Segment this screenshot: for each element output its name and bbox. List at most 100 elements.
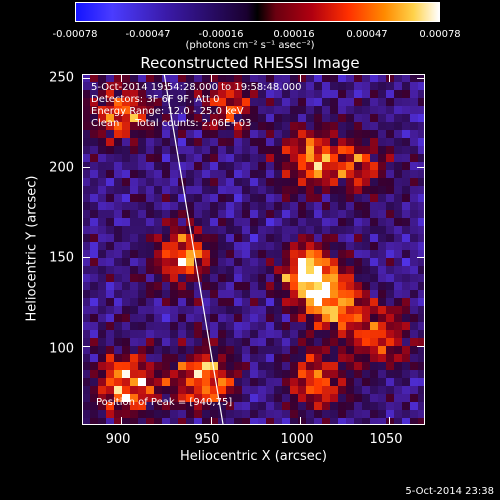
heatmap-cell: [258, 250, 267, 259]
heatmap-cell: [274, 346, 283, 355]
heatmap-cell: [162, 370, 171, 379]
heatmap-cell: [258, 114, 267, 123]
heatmap-cell: [234, 274, 243, 283]
heatmap-cell: [194, 226, 203, 235]
heatmap-cell: [186, 114, 195, 123]
heatmap-cell: [290, 202, 299, 211]
heatmap-cell: [242, 298, 251, 307]
heatmap-cell: [122, 290, 131, 299]
heatmap-cell: [354, 314, 363, 323]
heatmap-cell: [378, 266, 387, 275]
heatmap-cell: [306, 410, 315, 419]
heatmap-cell: [106, 370, 115, 379]
heatmap-cell: [410, 298, 419, 307]
heatmap-cell: [210, 338, 219, 347]
heatmap-cell: [362, 282, 371, 291]
heatmap-cell: [346, 210, 355, 219]
heatmap-cell: [330, 298, 339, 307]
heatmap-cell: [282, 370, 291, 379]
heatmap-cell: [346, 162, 355, 171]
heatmap-cell: [82, 402, 91, 411]
heatmap-cell: [90, 418, 99, 425]
heatmap-cell: [130, 138, 139, 147]
heatmap-cell: [402, 138, 411, 147]
heatmap-cell: [298, 330, 307, 339]
heatmap-cell: [330, 250, 339, 259]
heatmap-cell: [266, 274, 275, 283]
heatmap-cell: [410, 330, 419, 339]
heatmap-cell: [298, 242, 307, 251]
heatmap-cell: [386, 82, 395, 91]
heatmap-cell: [82, 354, 91, 363]
heatmap-cell: [162, 418, 171, 425]
heatmap-cell: [146, 402, 155, 411]
heatmap-cell: [98, 114, 107, 123]
heatmap-cell: [210, 306, 219, 315]
heatmap-cell: [370, 146, 379, 155]
heatmap-cell: [218, 162, 227, 171]
heatmap-cell: [386, 290, 395, 299]
heatmap-cell: [282, 282, 291, 291]
heatmap-cell: [234, 290, 243, 299]
heatmap-cell: [130, 394, 139, 403]
heatmap-cell: [330, 146, 339, 155]
heatmap-cell: [90, 210, 99, 219]
heatmap-cell: [242, 242, 251, 251]
heatmap-cell: [178, 154, 187, 163]
heatmap-cell: [386, 378, 395, 387]
heatmap-cell: [194, 370, 203, 379]
heatmap-cell: [418, 146, 425, 155]
heatmap-cell: [346, 314, 355, 323]
heatmap-cell: [418, 410, 425, 419]
heatmap-cell: [290, 362, 299, 371]
heatmap-cell: [90, 98, 99, 107]
heatmap-cell: [258, 362, 267, 371]
heatmap-cell: [98, 226, 107, 235]
heatmap-cell: [378, 370, 387, 379]
heatmap-cell: [106, 314, 115, 323]
heatmap-cell: [394, 338, 403, 347]
heatmap-cell: [298, 218, 307, 227]
heatmap-cell: [282, 258, 291, 267]
time-range-annotation: 5-Oct-2014 19:54:28.000 to 19:58:48.000: [91, 82, 302, 93]
heatmap-cell: [370, 290, 379, 299]
heatmap-cell: [378, 226, 387, 235]
heatmap-cell: [146, 386, 155, 395]
heatmap-cell: [202, 226, 211, 235]
heatmap-cell: [258, 226, 267, 235]
heatmap-cell: [130, 218, 139, 227]
heatmap-cell: [266, 154, 275, 163]
heatmap-cell: [258, 234, 267, 243]
heatmap-cell: [394, 410, 403, 419]
heatmap-cell: [338, 210, 347, 219]
heatmap-cell: [266, 330, 275, 339]
heatmap-cell: [338, 178, 347, 187]
heatmap-cell: [194, 122, 203, 131]
heatmap-cell: [98, 250, 107, 259]
heatmap-cell: [242, 74, 251, 83]
heatmap-cell: [186, 98, 195, 107]
heatmap-cell: [98, 314, 107, 323]
heatmap-cell: [258, 130, 267, 139]
heatmap-cell: [122, 402, 131, 411]
heatmap-cell: [250, 250, 259, 259]
heatmap-cell: [386, 122, 395, 131]
heatmap-cell: [202, 250, 211, 259]
heatmap-cell: [234, 202, 243, 211]
heatmap-cell: [330, 218, 339, 227]
heatmap-cell: [282, 338, 291, 347]
heatmap-cell: [170, 306, 179, 315]
heatmap-cell: [250, 130, 259, 139]
heatmap-cell: [162, 266, 171, 275]
heatmap-cell: [298, 322, 307, 331]
heatmap-cell: [170, 82, 179, 91]
heatmap-cell: [234, 410, 243, 419]
heatmap-cell: [330, 354, 339, 363]
heatmap-cell: [114, 330, 123, 339]
heatmap-cell: [298, 234, 307, 243]
heatmap-cell: [330, 234, 339, 243]
heatmap-cell: [306, 314, 315, 323]
heatmap-cell: [338, 226, 347, 235]
heatmap-cell: [218, 322, 227, 331]
heatmap-cell: [266, 210, 275, 219]
